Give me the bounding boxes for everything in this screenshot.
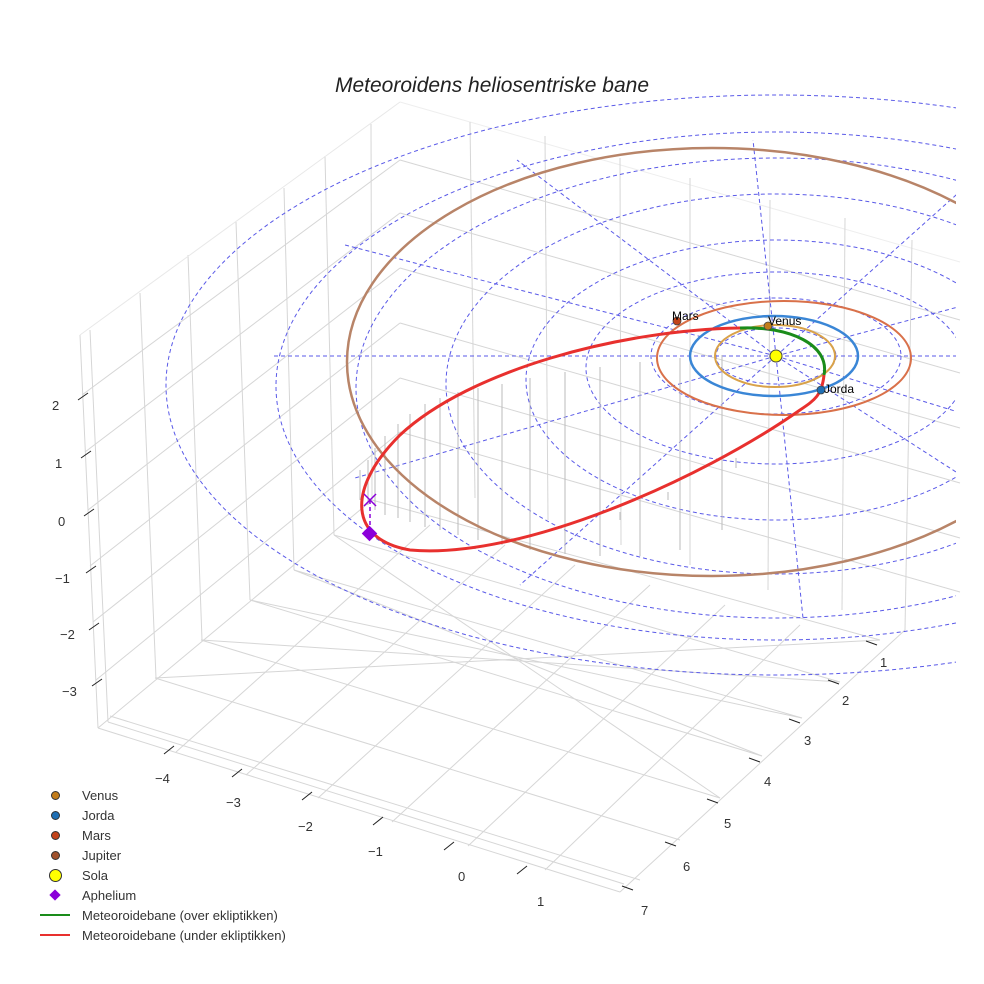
svg-text:−2: −2 [60,627,75,642]
svg-text:−3: −3 [62,684,77,699]
svg-text:4: 4 [764,774,771,789]
svg-text:1: 1 [880,655,887,670]
svg-text:0: 0 [58,514,65,529]
mars-label: Mars [672,309,699,323]
legend-item-mars[interactable]: Mars [36,825,286,845]
mars-marker[interactable] [672,316,682,326]
svg-text:−2: −2 [298,819,313,834]
diamond-icon [49,889,61,901]
svg-text:2: 2 [52,398,59,413]
svg-text:−1: −1 [368,844,383,859]
legend-item-orbit-below[interactable]: Meteoroidebane (under ekliptikken) [36,925,286,945]
y-axis-tick-labels: 1 2 3 4 5 6 7 [641,655,887,918]
svg-text:7: 7 [641,903,648,918]
red-line-icon [40,934,70,936]
svg-text:3: 3 [804,733,811,748]
axis-box-grid [79,101,961,893]
green-line-icon [40,914,70,916]
svg-text:5: 5 [724,816,731,831]
svg-text:1: 1 [537,894,544,909]
earth-marker[interactable] [816,385,826,395]
legend-item-sola[interactable]: Sola [36,865,286,885]
legend-item-venus[interactable]: Venus [36,785,286,805]
svg-text:0: 0 [458,869,465,884]
legend: Venus Jorda Mars Jupiter Sola Aphelium M… [36,785,286,945]
svg-text:6: 6 [683,859,690,874]
svg-text:−3: −3 [226,795,241,810]
venus-marker[interactable] [763,321,773,331]
tick-marks [77,392,878,891]
aphelion-marker[interactable] [361,525,378,542]
legend-item-jorda[interactable]: Jorda [36,805,286,825]
z-axis-tick-labels: 2 1 0 −1 −2 −3 [52,398,77,699]
jupiter-dot-icon [50,850,60,860]
jupiter-orbit [345,146,956,578]
x-axis-tick-labels: −4 −3 −2 −1 0 1 [155,771,544,909]
legend-item-orbit-above[interactable]: Meteoroidebane (over ekliptikken) [36,905,286,925]
earth-orbit [688,314,860,398]
drop-lines [359,355,737,556]
mars-dot-icon [50,830,60,840]
meteoroid-orbit-below-ecliptic [360,326,826,553]
svg-text:−1: −1 [55,571,70,586]
sun-dot-icon [48,868,62,882]
svg-text:2: 2 [842,693,849,708]
venus-orbit [714,324,836,388]
ecliptic-polar-grid [165,94,956,676]
aphelion-projection-x-icon [363,493,377,507]
mars-orbit [656,300,912,416]
sun-marker[interactable] [769,349,783,363]
meteoroid-orbit-above-ecliptic [739,326,827,376]
venus-dot-icon [50,790,60,800]
svg-text:1: 1 [55,456,62,471]
chart-title: Meteoroidens heliosentriske bane [334,74,650,97]
legend-item-jupiter[interactable]: Jupiter [36,845,286,865]
svg-text:−4: −4 [155,771,170,786]
legend-item-aphelium[interactable]: Aphelium [36,885,286,905]
earth-label: Jorda [824,382,854,396]
earth-dot-icon [50,810,60,820]
venus-label: Venus [768,314,801,328]
